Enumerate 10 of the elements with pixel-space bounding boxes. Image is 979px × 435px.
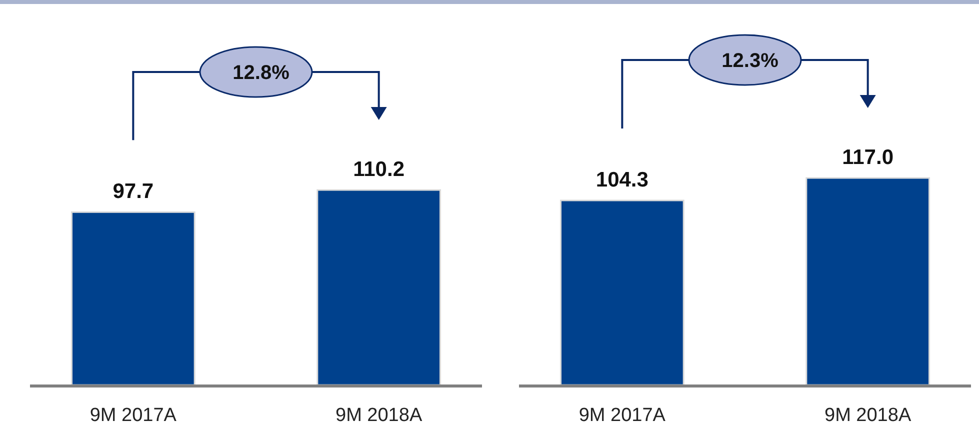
data-label: 104.3 bbox=[596, 168, 648, 192]
data-label: 117.0 bbox=[842, 146, 894, 169]
text: 12.8% bbox=[232, 62, 290, 84]
x-tick-label: 9M 2018A bbox=[336, 405, 422, 426]
text: 12.3% bbox=[722, 50, 779, 72]
x-tick-label: 9M 2017A bbox=[90, 405, 177, 426]
data-label: 110.2 bbox=[353, 158, 405, 182]
x-tick-label: 9M 2018A bbox=[824, 405, 912, 426]
x-tick-label: 9M 2017A bbox=[578, 405, 666, 426]
data-label: 97.7 bbox=[112, 180, 154, 204]
